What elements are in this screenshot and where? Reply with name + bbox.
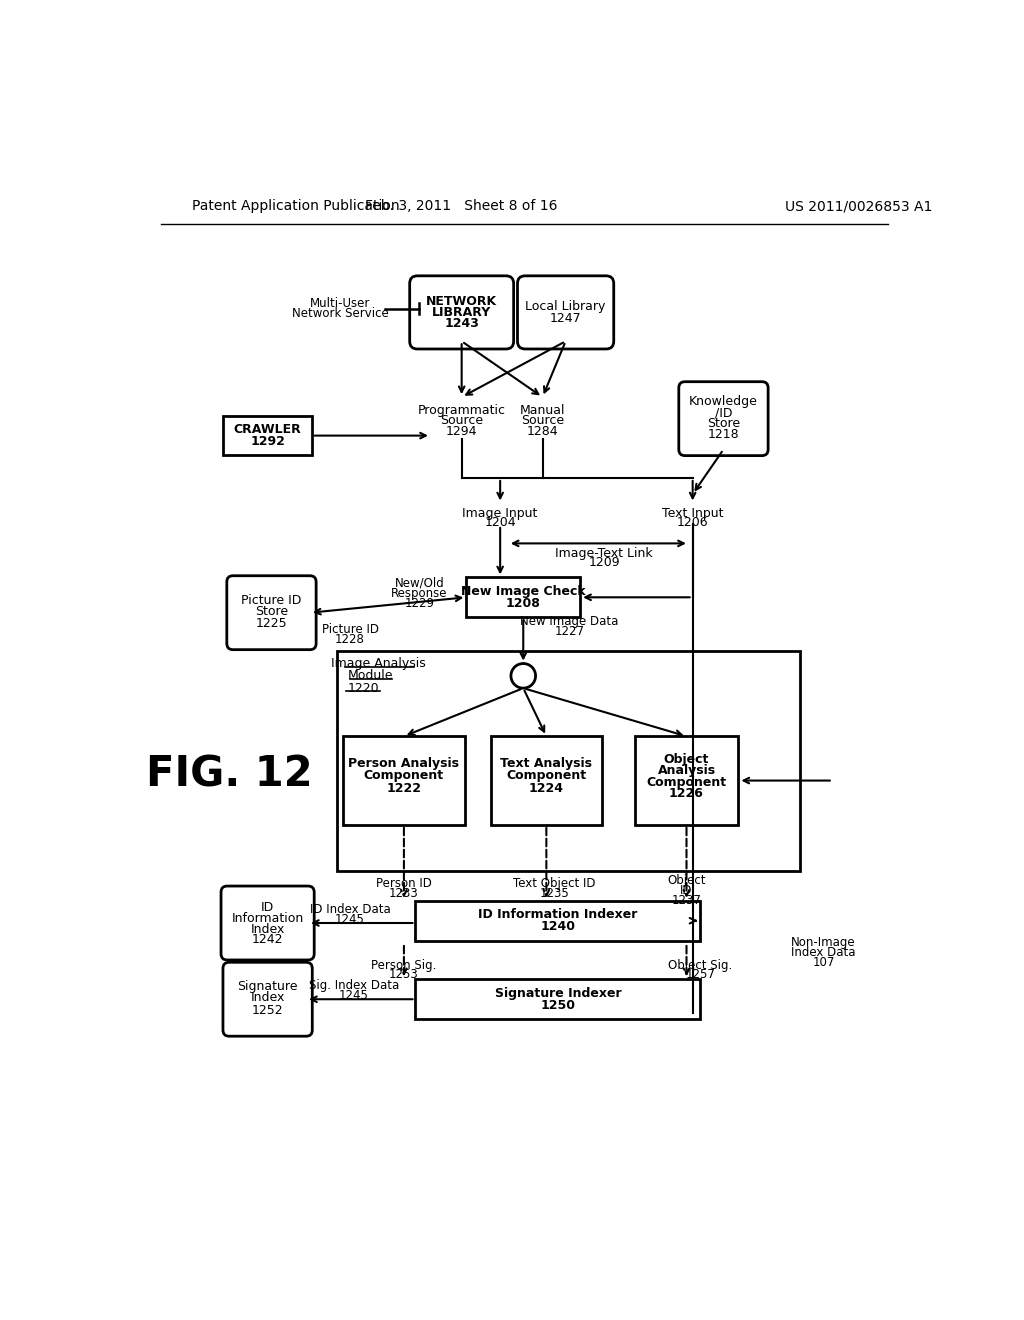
Text: 1237: 1237	[672, 894, 701, 907]
Text: Index Data: Index Data	[792, 945, 856, 958]
FancyBboxPatch shape	[226, 576, 316, 649]
Text: Information: Information	[231, 912, 304, 925]
Text: Patent Application Publication: Patent Application Publication	[193, 199, 399, 213]
Text: 1284: 1284	[526, 425, 558, 438]
Text: Person Analysis: Person Analysis	[348, 758, 460, 770]
Text: 1245: 1245	[339, 989, 369, 1002]
Text: 1245: 1245	[335, 912, 365, 925]
Text: Programmatic: Programmatic	[418, 404, 506, 417]
Text: Store: Store	[255, 605, 288, 618]
Text: FIG. 12: FIG. 12	[145, 754, 312, 796]
Text: Analysis: Analysis	[657, 764, 716, 777]
Text: Index: Index	[251, 923, 285, 936]
Text: Person Sig.: Person Sig.	[372, 958, 436, 972]
Text: 1233: 1233	[389, 887, 419, 900]
Text: 107: 107	[812, 956, 835, 969]
Text: 1204: 1204	[484, 516, 516, 529]
Text: 1257: 1257	[685, 968, 716, 981]
Text: Object: Object	[664, 752, 710, 766]
Text: ID: ID	[261, 902, 274, 915]
Text: Signature: Signature	[238, 981, 298, 994]
Text: 1218: 1218	[708, 428, 739, 441]
Text: Text Object ID: Text Object ID	[513, 878, 595, 890]
Text: New/Old: New/Old	[394, 577, 444, 590]
Text: Text Input: Text Input	[662, 507, 723, 520]
Text: Component: Component	[364, 768, 444, 781]
Bar	[416, 979, 700, 1019]
Text: Feb. 3, 2011   Sheet 8 of 16: Feb. 3, 2011 Sheet 8 of 16	[366, 199, 558, 213]
Text: Image Input: Image Input	[463, 507, 538, 520]
Text: 1224: 1224	[528, 781, 564, 795]
Text: Source: Source	[521, 414, 564, 428]
Bar	[343, 737, 465, 825]
Text: 1229: 1229	[404, 597, 434, 610]
Text: 1242: 1242	[252, 933, 284, 946]
Text: LIBRARY: LIBRARY	[432, 306, 492, 319]
Text: 1294: 1294	[445, 425, 477, 438]
FancyBboxPatch shape	[517, 276, 613, 348]
Text: 1227: 1227	[554, 626, 585, 639]
Text: Store: Store	[707, 417, 740, 430]
Text: Image Analysis: Image Analysis	[331, 657, 426, 671]
Text: US 2011/0026853 A1: US 2011/0026853 A1	[785, 199, 933, 213]
Text: Picture ID: Picture ID	[242, 594, 302, 607]
Text: 1225: 1225	[256, 616, 288, 630]
Bar	[416, 900, 700, 941]
Text: 1222: 1222	[386, 781, 422, 795]
Text: Object: Object	[668, 874, 706, 887]
Text: ID Information Indexer: ID Information Indexer	[478, 908, 638, 921]
Text: Sig. Index Data: Sig. Index Data	[308, 979, 399, 991]
Text: 1252: 1252	[252, 1003, 284, 1016]
Text: 1247: 1247	[550, 312, 582, 325]
Text: Component: Component	[506, 768, 587, 781]
Text: ID: ID	[680, 884, 693, 898]
Text: Manual: Manual	[520, 404, 565, 417]
FancyBboxPatch shape	[410, 276, 514, 348]
Text: 1235: 1235	[540, 887, 569, 900]
Text: Person ID: Person ID	[376, 878, 432, 890]
Bar	[337, 651, 801, 871]
Text: Image-Text Link: Image-Text Link	[555, 546, 653, 560]
FancyBboxPatch shape	[221, 886, 314, 960]
Bar	[635, 737, 738, 825]
Text: Text Analysis: Text Analysis	[501, 758, 592, 770]
Text: 1220: 1220	[347, 681, 379, 694]
Text: Module: Module	[348, 669, 393, 682]
Text: Network Service: Network Service	[292, 308, 388, 321]
Text: Response: Response	[391, 587, 447, 601]
Text: New Image Check: New Image Check	[461, 585, 586, 598]
Text: 1206: 1206	[677, 516, 709, 529]
Text: Multi-User: Multi-User	[310, 297, 371, 310]
Text: Component: Component	[646, 776, 727, 788]
Text: Knowledge: Knowledge	[689, 395, 758, 408]
Text: 1253: 1253	[389, 968, 419, 981]
Text: CRAWLER: CRAWLER	[233, 422, 301, 436]
Text: 1209: 1209	[589, 556, 620, 569]
Text: Local Library: Local Library	[525, 300, 606, 313]
Text: Index: Index	[251, 991, 285, 1005]
Text: /ID: /ID	[715, 407, 732, 418]
Bar	[490, 737, 602, 825]
Text: 1226: 1226	[669, 787, 703, 800]
Text: 1240: 1240	[541, 920, 575, 933]
Text: Object Sig.: Object Sig.	[669, 958, 732, 972]
Text: Non-Image: Non-Image	[792, 936, 856, 949]
Text: 1208: 1208	[506, 597, 541, 610]
Text: New Image Data: New Image Data	[520, 615, 618, 628]
Text: Signature Indexer: Signature Indexer	[495, 986, 622, 999]
FancyBboxPatch shape	[679, 381, 768, 455]
FancyBboxPatch shape	[223, 962, 312, 1036]
Text: 1243: 1243	[444, 317, 479, 330]
Text: ID Index Data: ID Index Data	[309, 903, 390, 916]
Bar	[466, 577, 581, 618]
Bar	[223, 416, 312, 455]
Text: 1292: 1292	[250, 436, 285, 449]
Text: Source: Source	[440, 414, 483, 428]
Text: NETWORK: NETWORK	[426, 296, 498, 308]
Text: 1250: 1250	[541, 999, 575, 1012]
Text: 1228: 1228	[335, 634, 365, 647]
Text: Picture ID: Picture ID	[322, 623, 379, 636]
